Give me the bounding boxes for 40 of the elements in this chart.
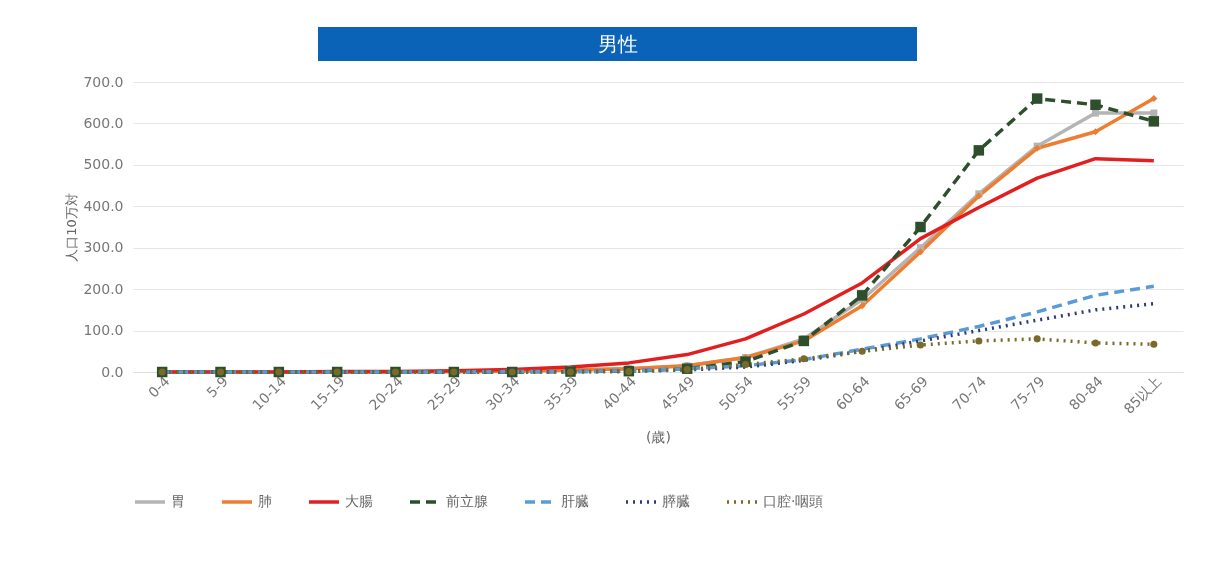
point xyxy=(1090,99,1101,111)
x-axis-title: (歳) xyxy=(646,428,671,445)
legend-label: 肺 xyxy=(258,493,272,509)
point xyxy=(741,361,750,369)
point xyxy=(975,337,983,345)
legend-label: 肝臓 xyxy=(561,493,589,509)
x-tick-label: 5-9 xyxy=(203,373,231,401)
y-tick-label: 700.0 xyxy=(83,73,124,90)
point xyxy=(973,145,985,156)
y-axis-title: 人口10万対 xyxy=(64,193,80,262)
y-tick-label: 100.0 xyxy=(83,322,124,339)
y-tick-label: 500.0 xyxy=(83,156,124,173)
y-tick-label: 600.0 xyxy=(83,114,124,131)
legend-label: 前立腺 xyxy=(446,493,488,509)
point xyxy=(1091,339,1100,347)
point xyxy=(856,290,868,301)
point xyxy=(858,302,866,310)
point xyxy=(1033,335,1041,343)
point xyxy=(1091,109,1100,117)
point xyxy=(800,355,808,363)
point xyxy=(916,341,925,349)
point xyxy=(1031,93,1043,104)
legend-label: 口腔·咽頭 xyxy=(763,493,824,509)
y-tick-label: 200.0 xyxy=(83,280,124,297)
chart-title: 男性 xyxy=(318,27,917,61)
y-tick-label: 0.0 xyxy=(101,363,124,380)
x-tick-label: 0-4 xyxy=(145,373,173,401)
x-tick-label: 85以上 xyxy=(1120,373,1165,417)
point xyxy=(1091,128,1100,136)
point xyxy=(915,221,926,233)
point xyxy=(1150,340,1158,348)
point xyxy=(916,248,925,256)
y-tick-label: 400.0 xyxy=(83,197,124,214)
point xyxy=(1148,116,1160,127)
y-tick-label: 300.0 xyxy=(83,239,124,256)
legend-label: 胃 xyxy=(171,493,185,509)
point xyxy=(858,347,866,355)
point xyxy=(1150,95,1158,103)
legend-label: 膵臓 xyxy=(662,493,690,509)
legend-label: 大腸 xyxy=(345,493,373,509)
